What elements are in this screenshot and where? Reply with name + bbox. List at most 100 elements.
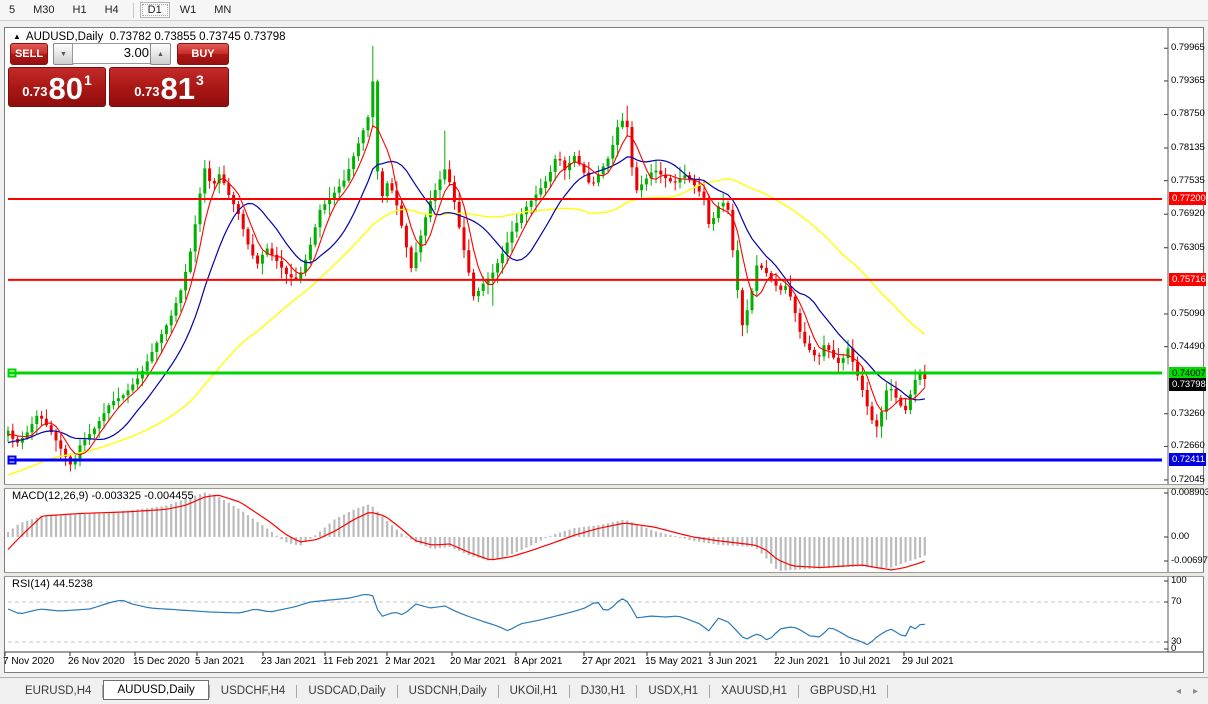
timeframe-button-MN[interactable]: MN — [214, 4, 232, 16]
rsi-label: RSI(14) 44.5238 — [12, 578, 93, 590]
date-label-8-Apr-2021: 8 Apr 2021 — [514, 656, 563, 667]
tab-UKOil,H1[interactable]: UKOil,H1 — [509, 685, 558, 697]
rsi-line — [7, 593, 925, 646]
level-marker-0.74007[interactable] — [7, 368, 17, 378]
timeframe-button-D1[interactable]: D1 — [139, 2, 170, 18]
buy-price-prefix: 0.73 — [134, 84, 160, 99]
ma-fast-line — [8, 124, 926, 456]
timeframe-button-H4[interactable]: H4 — [104, 4, 119, 16]
tab-separator — [636, 684, 638, 698]
price-tick-0.74490: 0.74490 — [1171, 340, 1205, 352]
rsi-value: 44.5238 — [52, 578, 93, 590]
buy-price-box[interactable]: 0.73 81 3 — [109, 67, 229, 107]
tab-USDCAD,Daily[interactable]: USDCAD,Daily — [308, 685, 386, 697]
tab-EURUSD,H4[interactable]: EURUSD,H4 — [25, 685, 92, 697]
macd-label: MACD(12,26,9) -0.003325 -0.004455 — [12, 490, 194, 502]
tab-XAUUSD,H1[interactable]: XAUUSD,H1 — [721, 685, 787, 697]
timeframe-button-H1[interactable]: H1 — [72, 4, 87, 16]
price-tick-0.73260: 0.73260 — [1171, 407, 1205, 419]
price-tick-0.75090: 0.75090 — [1171, 307, 1205, 319]
date-label-10-Jul-2021: 10 Jul 2021 — [839, 656, 891, 667]
current-price-badge: 0.73798 — [1169, 377, 1206, 391]
timeframe-button-W1[interactable]: W1 — [179, 4, 197, 16]
tab-USDCNH,Daily[interactable]: USDCNH,Daily — [408, 685, 487, 697]
tab-AUDUSD,Daily[interactable]: AUDUSD,Daily — [103, 679, 209, 700]
date-label-15-Dec-2020: 15 Dec 2020 — [133, 656, 190, 667]
spin-up-icon: ▲ — [157, 50, 164, 58]
date-label-22-Jun-2021: 22 Jun 2021 — [774, 656, 830, 667]
tab-scroll-left-icon[interactable]: ◂ — [1175, 685, 1181, 697]
rsi-tick-0: 0 — [1171, 643, 1177, 654]
price-tick-0.78750: 0.78750 — [1171, 108, 1205, 120]
tab-separator — [568, 684, 570, 698]
timeframe-button-5[interactable]: 5 — [9, 4, 16, 16]
tab-separator — [887, 684, 889, 698]
toolbar-separator — [132, 2, 134, 18]
date-label-11-Feb-2021: 11 Feb 2021 — [323, 656, 379, 667]
rsi-pane-splitter[interactable] — [4, 572, 1204, 577]
date-label-29-Jul-2021: 29 Jul 2021 — [902, 656, 954, 667]
tabs: EURUSD,H4 AUDUSD,Daily USDCHF,H4 USDCAD,Dai… — [14, 679, 889, 700]
macd-tick-0.00: 0.00 — [1171, 531, 1190, 542]
buy-price-big: 81 — [160, 71, 195, 106]
tab-USDX,H1[interactable]: USDX,H1 — [648, 685, 699, 697]
price-tick-0.79965: 0.79965 — [1171, 42, 1205, 54]
tab-GBPUSD,H1[interactable]: GBPUSD,H1 — [810, 685, 877, 697]
macd-tick-0.008903: 0.008903 — [1171, 487, 1208, 498]
chart-title-ohlc: 0.73782 0.73855 0.73745 0.73798 — [109, 31, 286, 43]
sell-price-box[interactable]: 0.73 80 1 — [8, 67, 106, 107]
chart-title: ▲ AUDUSD,Daily 0.73782 0.73855 0.73745 0.… — [13, 31, 286, 43]
ma-slow-line — [7, 178, 926, 476]
tab-scroll-right-icon[interactable]: ▸ — [1192, 685, 1198, 697]
date-label-7-Nov-2020: 7 Nov 2020 — [3, 656, 55, 667]
rsi-tick-30: 30 — [1171, 636, 1182, 647]
tab-DJ30,H1[interactable]: DJ30,H1 — [580, 685, 626, 697]
date-label-23-Jan-2021: 23 Jan 2021 — [261, 656, 317, 667]
buy-button[interactable]: BUY — [177, 43, 229, 65]
chart-window — [4, 27, 1204, 673]
level-marker-0.72411[interactable] — [7, 455, 17, 465]
tab-separator — [497, 684, 499, 698]
price-badge-0.75716: 0.75716 — [1169, 273, 1206, 287]
timeframe-toolbar: 5 M30 H1 H4 D1 W1 MN — [0, 0, 1208, 21]
tab-separator — [296, 684, 298, 698]
date-label-26-Nov-2020: 26 Nov 2020 — [68, 656, 125, 667]
tab-separator — [798, 684, 799, 698]
rsi-tick-100: 100 — [1171, 575, 1187, 586]
volume-decrease-button[interactable]: ▼ — [53, 43, 74, 65]
sell-price-big: 80 — [48, 71, 83, 106]
macd-histogram — [7, 492, 926, 571]
tab-separator — [102, 684, 104, 698]
chart-title-symbol: AUDUSD,Daily — [25, 31, 104, 43]
date-label-20-Mar-2021: 20 Mar 2021 — [450, 656, 507, 667]
volume-input[interactable]: 3.00 — [72, 43, 156, 64]
one-click-trading-panel: SELL ▼ 3.00 ▲ BUY 0.73 80 1 0.73 81 3 — [8, 43, 230, 107]
price-tick-0.76305: 0.76305 — [1171, 241, 1205, 253]
date-label-5-Jan-2021: 5 Jan 2021 — [195, 656, 245, 667]
moving-averages — [7, 124, 926, 476]
tab-separator — [208, 684, 210, 698]
price-tick-0.79365: 0.79365 — [1171, 74, 1205, 86]
macd-tick--0.00697: -0.00697 — [1171, 555, 1208, 566]
buy-price-sup: 3 — [196, 72, 204, 88]
tab-USDCHF,H4[interactable]: USDCHF,H4 — [220, 685, 286, 697]
price-badge-0.77200: 0.77200 — [1169, 192, 1206, 206]
tab-separator — [709, 684, 711, 698]
tab-scroll-arrows: ◂ ▸ — [1176, 686, 1198, 697]
date-label-2-Mar-2021: 2 Mar 2021 — [385, 656, 436, 667]
tab-separator — [396, 684, 398, 698]
price-tick-0.78135: 0.78135 — [1171, 141, 1205, 153]
timeframe-button-M30[interactable]: M30 — [33, 4, 55, 16]
sell-button[interactable]: SELL — [10, 43, 48, 65]
price-tick-0.72660: 0.72660 — [1171, 440, 1205, 452]
price-badge-0.74007: 0.74007 — [1169, 366, 1206, 380]
volume-increase-button[interactable]: ▲ — [150, 43, 171, 65]
macd-pane-splitter[interactable] — [4, 484, 1204, 489]
symbol-dropdown-icon[interactable]: ▲ — [13, 32, 21, 41]
candlesticks[interactable] — [7, 45, 927, 472]
price-badge-0.72411: 0.72411 — [1169, 453, 1206, 467]
macd-values: -0.003325 -0.004455 — [91, 490, 194, 502]
date-label-3-Jun-2021: 3 Jun 2021 — [708, 656, 758, 667]
chart-tab-bar: EURUSD,H4 AUDUSD,Daily USDCHF,H4 USDCAD,Dai… — [0, 677, 1208, 704]
